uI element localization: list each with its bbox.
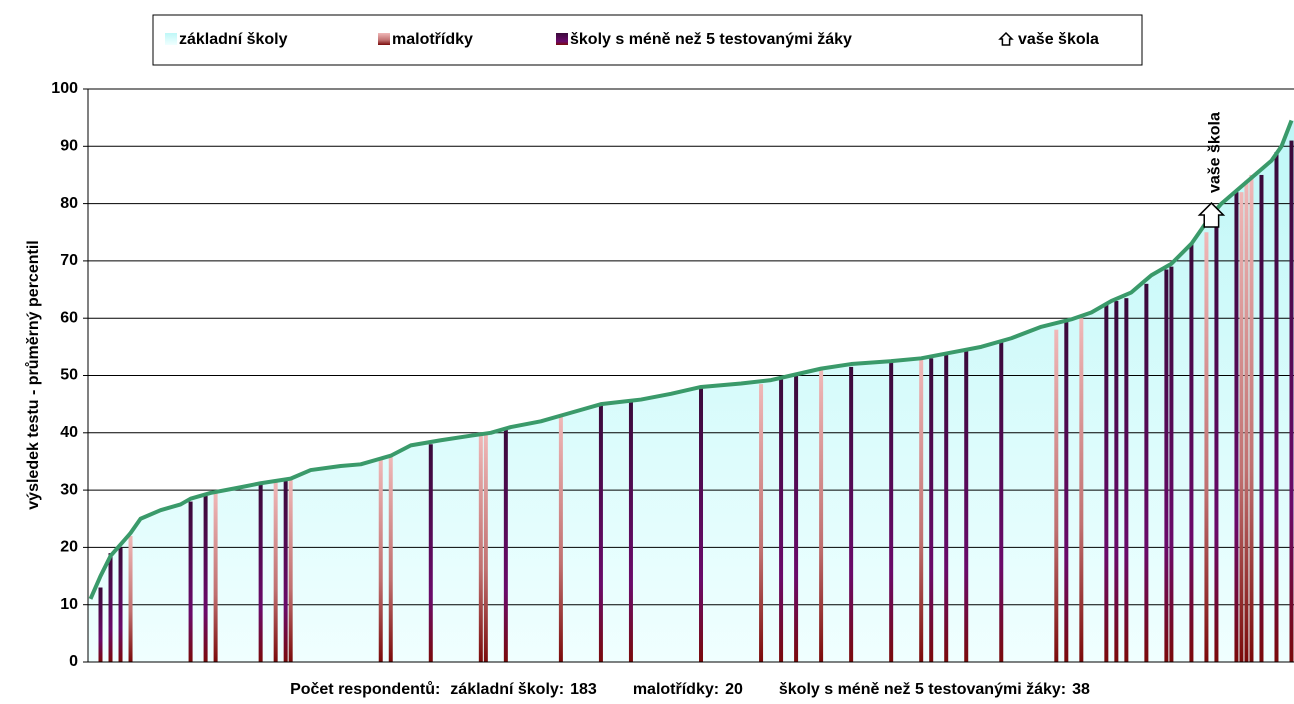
- bar: [388, 455, 393, 662]
- bar: [98, 587, 103, 662]
- bar: [964, 349, 969, 662]
- y-tick-label: 90: [60, 138, 78, 155]
- bar: [503, 427, 508, 662]
- bar: [288, 478, 293, 662]
- bar: [1144, 283, 1149, 662]
- bar: [699, 386, 704, 662]
- legend-swatch: [556, 33, 568, 45]
- y-tick-label: 0: [69, 653, 78, 670]
- bar: [1189, 243, 1194, 662]
- bar: [819, 369, 824, 662]
- legend-label: školy s méně než 5 testovanými žáky: [570, 31, 852, 48]
- y-tick-label: 40: [60, 424, 78, 441]
- marker-label: vaše škola: [1207, 112, 1224, 193]
- bar: [929, 358, 934, 662]
- y-tick-label: 30: [60, 481, 78, 498]
- bar: [849, 366, 854, 662]
- bar: [1239, 192, 1244, 662]
- bar: [1054, 329, 1059, 662]
- bar: [428, 444, 433, 662]
- bar: [919, 358, 924, 662]
- bar: [1274, 152, 1279, 662]
- bar: [628, 401, 633, 662]
- footer-part: malotřídky:: [633, 681, 719, 698]
- legend-label: vaše škola: [1018, 31, 1099, 48]
- bar: [1214, 220, 1219, 663]
- footer-part: 183: [570, 681, 597, 698]
- bar: [118, 547, 123, 662]
- bar: [759, 384, 764, 662]
- legend-swatch: [378, 33, 390, 45]
- bar: [213, 492, 218, 662]
- bar: [779, 378, 784, 662]
- y-axis-title: výsledek testu - průměrný percentil: [25, 240, 42, 509]
- bar: [283, 478, 288, 662]
- footer: Počet respondentů: základní školy: 183 malo…: [290, 681, 1090, 698]
- bar: [1114, 301, 1119, 662]
- footer-part: školy s méně než 5 testovanými žáky:: [779, 681, 1066, 698]
- y-tick-label: 10: [60, 596, 78, 613]
- bar: [889, 361, 894, 662]
- bar: [1234, 192, 1239, 662]
- bar: [273, 481, 278, 662]
- bar: [108, 553, 113, 662]
- bar: [1204, 232, 1209, 662]
- legend-label: malotřídky: [392, 31, 473, 48]
- your-school-marker: [998, 31, 1014, 46]
- bar: [188, 501, 193, 662]
- your-school-marker: [1197, 201, 1226, 228]
- bar: [1064, 321, 1069, 662]
- bar: [128, 535, 133, 662]
- legend-box: [152, 14, 1143, 66]
- bar: [1079, 318, 1084, 662]
- legend-swatch: [165, 33, 177, 45]
- y-tick-label: 60: [60, 309, 78, 326]
- footer-part: Počet respondentů:: [290, 681, 440, 698]
- y-tick-label: 100: [51, 80, 78, 97]
- bar: [378, 458, 383, 662]
- bar: [794, 375, 799, 662]
- bar: [1164, 269, 1169, 662]
- legend-label: základní školy: [179, 31, 288, 48]
- y-tick-label: 70: [60, 252, 78, 269]
- bar: [483, 432, 488, 662]
- curve: [88, 119, 1294, 600]
- footer-part: 38: [1072, 681, 1090, 698]
- bar: [999, 341, 1004, 662]
- bar: [944, 352, 949, 662]
- y-tick-label: 80: [60, 195, 78, 212]
- bar: [1249, 174, 1254, 662]
- bar: [1259, 174, 1264, 662]
- bar: [1124, 298, 1129, 662]
- bar: [1169, 266, 1174, 662]
- bar: [598, 404, 603, 662]
- bar: [203, 495, 208, 662]
- footer-part: základní školy:: [450, 681, 564, 698]
- bar: [1104, 303, 1109, 662]
- bar: [558, 415, 563, 662]
- bar: [258, 484, 263, 662]
- bar: [478, 432, 483, 662]
- y-tick-label: 20: [60, 539, 78, 556]
- bar: [1244, 180, 1249, 662]
- bar: [1289, 140, 1294, 662]
- y-tick-label: 50: [60, 367, 78, 384]
- footer-part: 20: [725, 681, 743, 698]
